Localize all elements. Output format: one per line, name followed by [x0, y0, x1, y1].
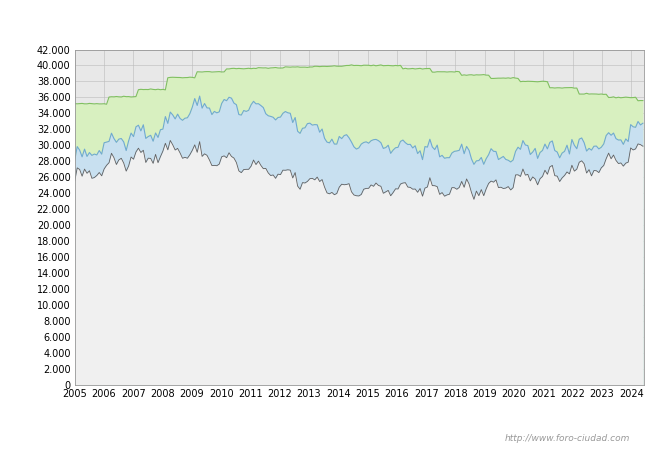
Text: Ávila - Evolucion de la poblacion en edad de Trabajar Mayo de 2024: Ávila - Evolucion de la poblacion en eda… — [99, 14, 551, 29]
Text: http://www.foro-ciudad.com: http://www.foro-ciudad.com — [505, 434, 630, 443]
